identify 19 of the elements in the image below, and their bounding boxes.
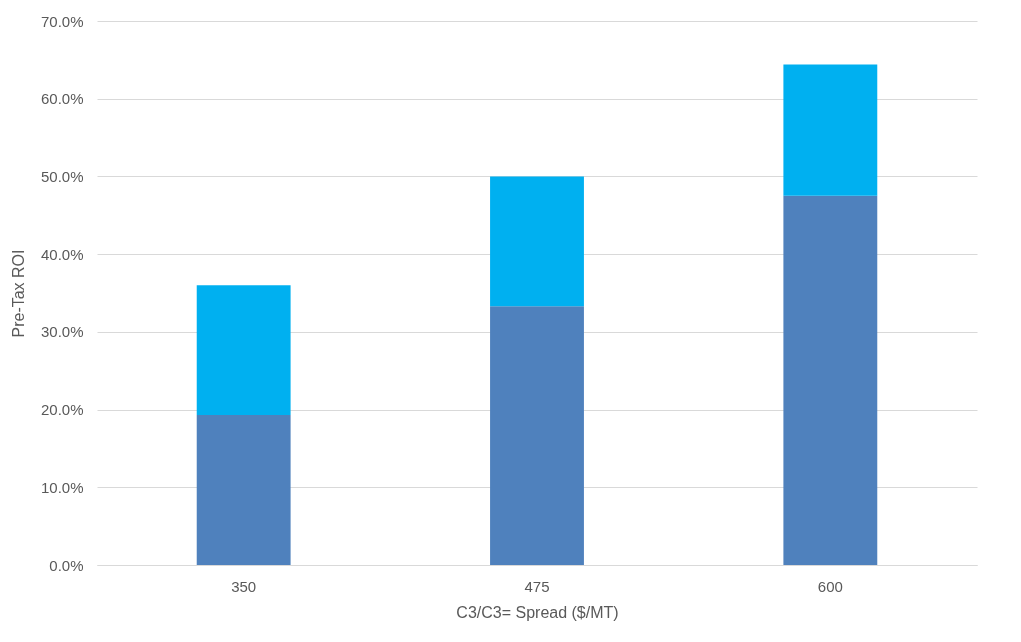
y-tick-label: 0.0% <box>49 556 84 574</box>
x-tick-label: 600 <box>817 577 843 595</box>
x-axis-title: C3/C3= Spread ($/MT) <box>456 603 619 621</box>
bar <box>196 415 291 565</box>
y-tick-label: 10.0% <box>40 478 84 496</box>
y-tick-label: 20.0% <box>40 401 84 419</box>
y-tick-label: 60.0% <box>40 90 84 108</box>
bar <box>490 176 584 307</box>
y-tick-label: 40.0% <box>40 245 84 263</box>
y-axis-title: Pre-Tax ROI <box>9 249 27 338</box>
y-tick-label: 50.0% <box>40 167 84 185</box>
x-tick-label: 350 <box>231 577 257 595</box>
bar <box>783 195 878 565</box>
bar <box>783 64 878 196</box>
bar <box>490 306 584 565</box>
y-tick-label: 70.0% <box>40 12 84 30</box>
y-tick-label: 30.0% <box>40 323 84 341</box>
bar <box>196 285 291 416</box>
x-tick-label: 475 <box>524 577 550 595</box>
